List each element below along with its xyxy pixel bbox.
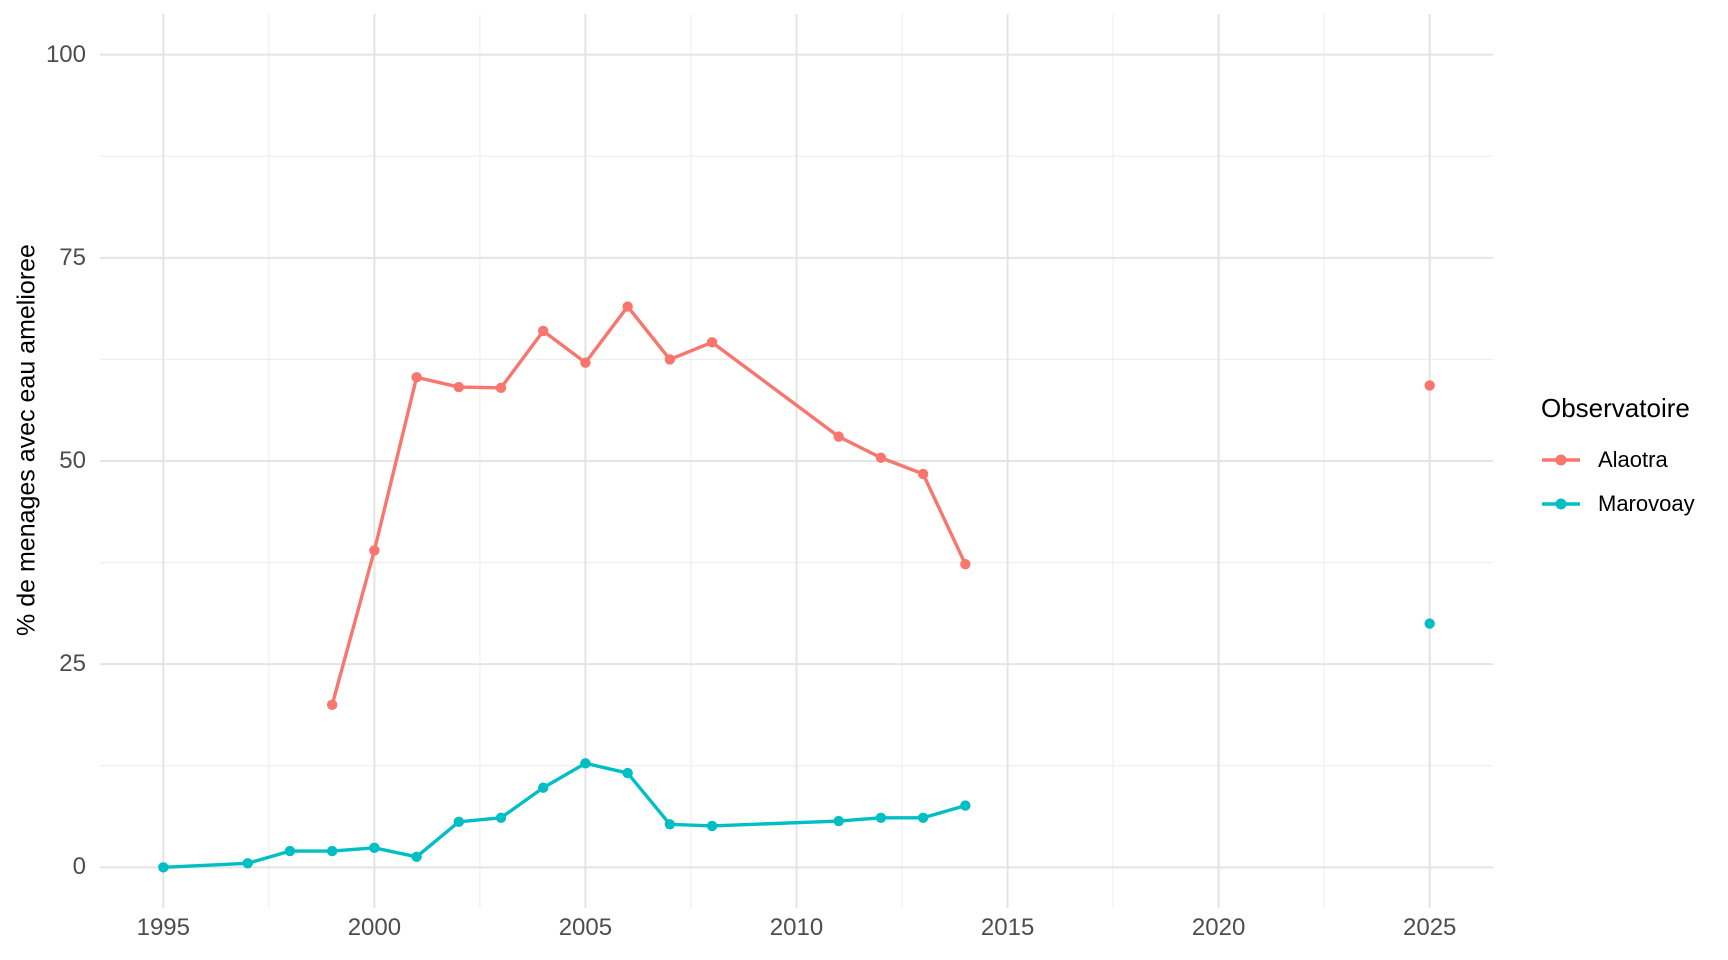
line-point-key-icon bbox=[1542, 454, 1580, 466]
x-tick-label: 2005 bbox=[558, 914, 613, 941]
legend: Observatoire Alaotra Marovoay bbox=[1541, 392, 1695, 526]
legend-item-label: Marovoay bbox=[1598, 491, 1695, 516]
legend-item-label: Alaotra bbox=[1598, 447, 1668, 472]
legend-item-alaotra: Alaotra bbox=[1541, 438, 1695, 482]
x-tick-label: 2015 bbox=[980, 914, 1035, 941]
x-tick-label: 2020 bbox=[1191, 914, 1246, 941]
y-tick-label: 25 bbox=[59, 650, 86, 678]
y-tick-label: 50 bbox=[59, 447, 86, 474]
y-tick-label: 75 bbox=[59, 243, 86, 271]
legend-title: Observatoire bbox=[1541, 393, 1690, 423]
x-tick-label: 2010 bbox=[769, 914, 824, 941]
x-tick-label: 2000 bbox=[347, 914, 402, 941]
line-point-key-icon bbox=[1542, 498, 1580, 510]
y-axis-title: % de menages avec eau amelioree bbox=[12, 244, 41, 636]
legend-item-marovoay: Marovoay bbox=[1541, 482, 1695, 526]
x-tick-label: 1995 bbox=[136, 914, 190, 941]
y-tick-label: 0 bbox=[72, 853, 86, 881]
y-tick-label: 100 bbox=[45, 40, 86, 68]
x-tick-label: 2025 bbox=[1402, 914, 1457, 941]
